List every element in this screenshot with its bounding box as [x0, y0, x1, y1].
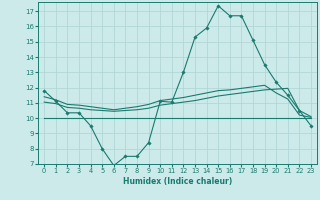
X-axis label: Humidex (Indice chaleur): Humidex (Indice chaleur) [123, 177, 232, 186]
